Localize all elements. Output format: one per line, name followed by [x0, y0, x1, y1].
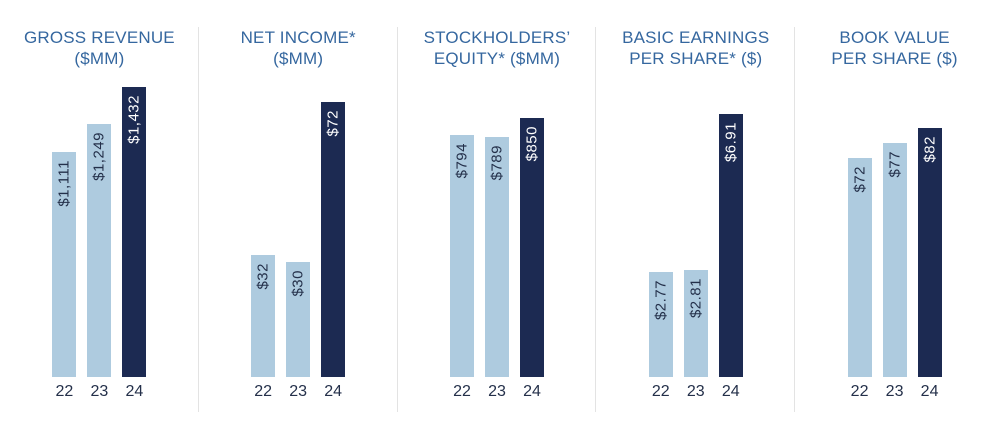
x-axis-label: 22	[453, 383, 471, 400]
bar-value-label: $2.77	[652, 280, 670, 321]
bar-chart: NET INCOME* ($MM) $32 $30 $72 22 23 24	[199, 0, 398, 444]
x-axis-label: 23	[488, 383, 506, 400]
x-axis-label: 22	[651, 383, 670, 400]
chart-title: GROSS REVENUE ($MM)	[0, 27, 199, 69]
x-axis-label: 24	[721, 383, 740, 400]
bar-chart: BOOK VALUE PER SHARE ($) $72 $77 $82 22 23 24	[795, 0, 994, 444]
bar-chart: STOCKHOLDERS’ EQUITY* ($MM) $794 $789 $850 …	[398, 0, 597, 444]
x-axis-label: 23	[289, 383, 308, 400]
chart-title: NET INCOME* ($MM)	[199, 27, 398, 69]
plot-area: $2.77 $2.81 $6.91	[596, 69, 795, 377]
x-axis: 22 23 24	[596, 383, 795, 401]
bar-value-label: $82	[921, 136, 939, 163]
bar-year-22: $72	[847, 158, 872, 377]
x-axis: 22 23 24	[0, 383, 199, 401]
bar-year-24: $82	[917, 128, 942, 377]
x-axis-label: 24	[324, 383, 343, 400]
chart-title-line: PER SHARE ($)	[831, 49, 958, 68]
x-axis-label: 24	[125, 383, 144, 400]
chart-title-line: NET INCOME*	[240, 28, 356, 47]
chart-title: STOCKHOLDERS’ EQUITY* ($MM)	[398, 27, 597, 69]
bar-year-24: $850	[519, 118, 544, 377]
bar-value-label: $6.91	[722, 122, 740, 163]
bar-value-label: $850	[523, 126, 541, 162]
bar-year-22: $32	[251, 255, 276, 377]
bar-value-label: $789	[488, 145, 506, 181]
x-axis-label: 24	[920, 383, 939, 400]
bar-year-22: $794	[449, 135, 474, 377]
bar-year-24: $72	[321, 102, 346, 377]
chart-title: BOOK VALUE PER SHARE ($)	[795, 27, 994, 69]
x-axis-label: 22	[254, 383, 273, 400]
plot-area: $1,111 $1,249 $1,432	[0, 69, 199, 377]
x-axis-label: 22	[850, 383, 869, 400]
bar-year-23: $30	[286, 262, 311, 377]
bar-value-label: $72	[324, 110, 342, 137]
bar-value-label: $794	[453, 143, 471, 179]
chart-title-line: PER SHARE* ($)	[629, 49, 763, 68]
chart-title-line: ($MM)	[273, 49, 324, 68]
bar-year-24: $6.91	[718, 114, 743, 377]
bar-year-22: $1,111	[52, 152, 77, 377]
plot-area: $32 $30 $72	[199, 69, 398, 377]
bar-year-23: $789	[484, 137, 509, 377]
bar-value-label: $1,432	[125, 95, 143, 144]
x-axis-label: 22	[55, 383, 74, 400]
bar-year-23: $1,249	[87, 124, 112, 377]
x-axis-label: 23	[885, 383, 904, 400]
chart-title-line: GROSS REVENUE	[23, 28, 175, 47]
x-axis: 22 23 24	[199, 383, 398, 401]
chart-title-line: BOOK VALUE	[839, 28, 950, 47]
chart-title-line: STOCKHOLDERS’	[423, 28, 571, 47]
bar-value-label: $72	[851, 166, 869, 193]
chart-title-line: EQUITY* ($MM)	[433, 49, 561, 68]
x-axis-label: 23	[90, 383, 109, 400]
plot-area: $794 $789 $850	[398, 69, 597, 377]
bar-value-label: $1,249	[90, 132, 108, 181]
bar-year-23: $2.81	[683, 270, 708, 377]
bar-value-label: $2.81	[687, 278, 705, 319]
plot-area: $72 $77 $82	[795, 69, 994, 377]
chart-title: BASIC EARNINGS PER SHARE* ($)	[596, 27, 795, 69]
bar-chart: BASIC EARNINGS PER SHARE* ($) $2.77 $2.81 $…	[596, 0, 795, 444]
bar-chart: GROSS REVENUE ($MM) $1,111 $1,249 $1,432 22…	[0, 0, 199, 444]
x-axis-label: 24	[523, 383, 541, 400]
bar-value-label: $77	[886, 151, 904, 178]
bar-year-22: $2.77	[648, 272, 673, 377]
chart-title-line: BASIC EARNINGS	[622, 28, 770, 47]
bar-year-23: $77	[882, 143, 907, 377]
bar-value-label: $30	[289, 270, 307, 297]
bar-value-label: $32	[254, 263, 272, 290]
x-axis: 22 23 24	[795, 383, 994, 401]
x-axis: 22 23 24	[398, 383, 597, 401]
chart-title-line: ($MM)	[74, 49, 125, 68]
x-axis-label: 23	[686, 383, 705, 400]
bar-year-24: $1,432	[122, 87, 147, 377]
bar-value-label: $1,111	[55, 160, 73, 207]
